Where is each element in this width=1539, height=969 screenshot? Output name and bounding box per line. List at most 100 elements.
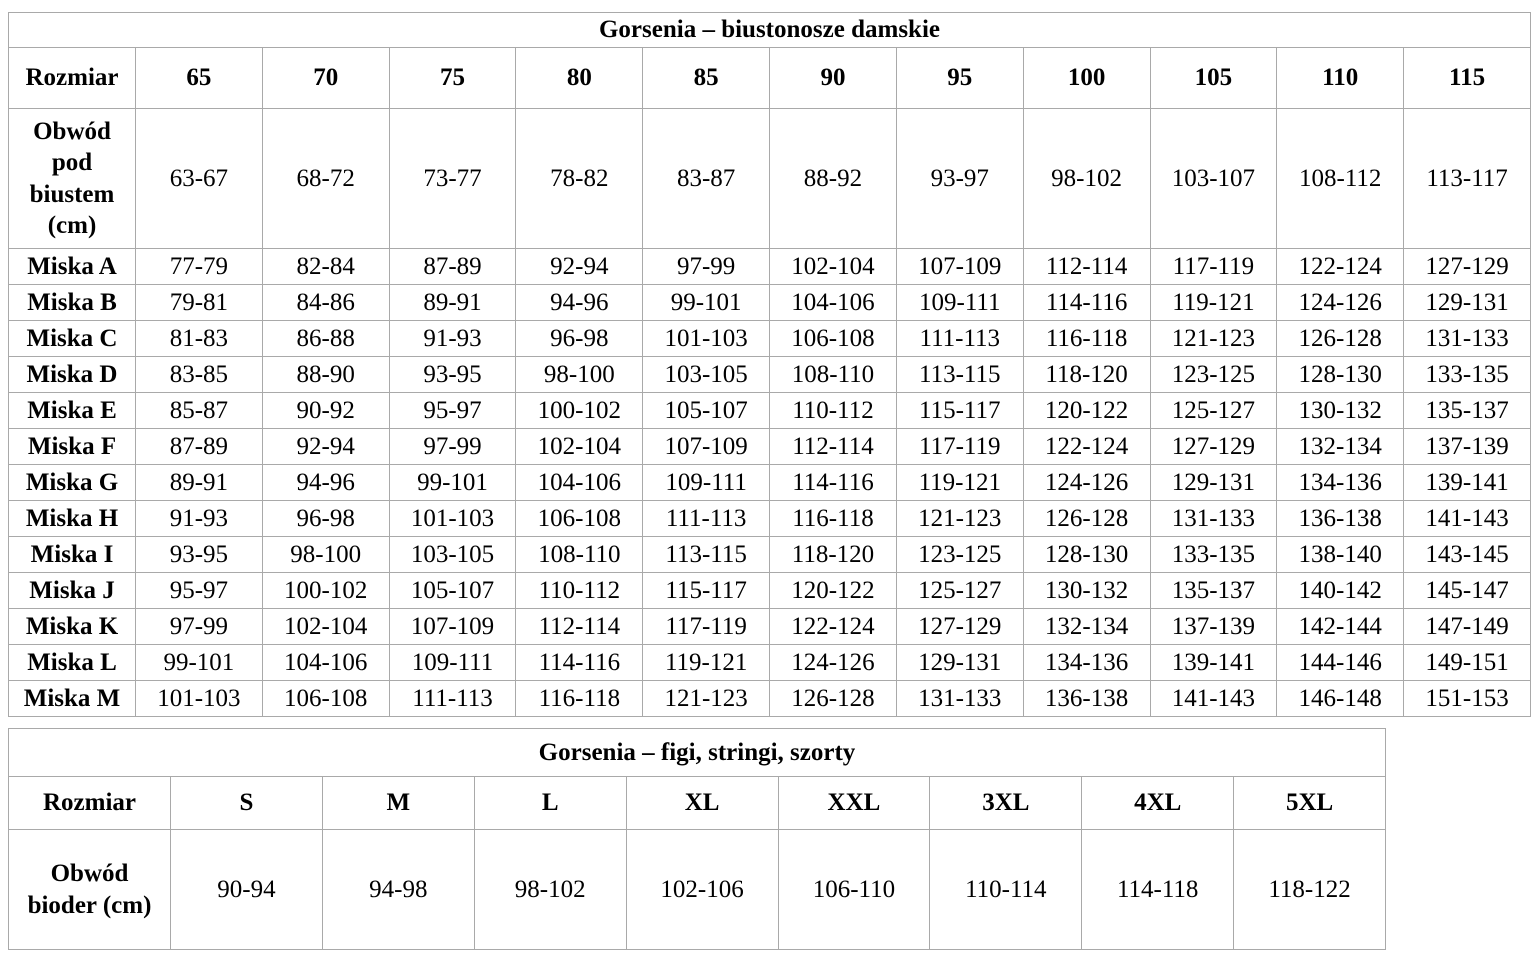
cup-range-cell: 129-131 xyxy=(1149,464,1278,501)
cup-range-cell: 95-97 xyxy=(388,392,517,429)
cup-range-cell: 151-153 xyxy=(1403,680,1531,717)
size-column-header: 65 xyxy=(135,47,263,109)
cup-range-cell: 144-146 xyxy=(1276,644,1405,681)
cup-row: Miska C 81-83 86-88 91-93 96-98 101-103 106-10… xyxy=(8,320,1531,357)
cup-range-cell: 120-122 xyxy=(769,572,897,609)
underbust-range-cell: 103-107 xyxy=(1149,108,1278,249)
underbust-range-cell: 63-67 xyxy=(135,108,263,249)
cup-range-cell: 137-139 xyxy=(1403,428,1531,465)
cup-range-cell: 85-87 xyxy=(135,392,263,429)
cup-row: Miska A 77-79 82-84 87-89 92-94 97-99 102-104 1… xyxy=(8,248,1531,285)
cup-range-cell: 79-81 xyxy=(135,284,263,321)
cup-range-cell: 83-85 xyxy=(135,356,263,393)
cup-range-cell: 141-143 xyxy=(1149,680,1278,717)
cup-range-cell: 119-121 xyxy=(1149,284,1278,321)
size-column-header: 110 xyxy=(1276,47,1405,109)
cup-range-cell: 104-106 xyxy=(261,644,390,681)
cup-range-cell: 112-114 xyxy=(769,428,897,465)
cup-row: Miska E 85-87 90-92 95-97 100-102 105-107 110-… xyxy=(8,392,1531,429)
cup-range-cell: 101-103 xyxy=(642,320,771,357)
cup-range-cell: 104-106 xyxy=(769,284,897,321)
cup-range-cell: 116-118 xyxy=(769,500,897,537)
cup-range-cell: 116-118 xyxy=(515,680,644,717)
size-column-header: 115 xyxy=(1403,47,1531,109)
cup-range-cell: 129-131 xyxy=(1403,284,1531,321)
cup-range-cell: 111-113 xyxy=(642,500,771,537)
cup-range-cell: 126-128 xyxy=(769,680,897,717)
size-column-header: XL xyxy=(625,776,779,830)
hips-range-cell: 106-110 xyxy=(777,829,931,950)
cup-row: Miska F 87-89 92-94 97-99 102-104 107-109 112-… xyxy=(8,428,1531,465)
bras-size-table: Gorsenia – biustonosze damskie Rozmiar 65 7… xyxy=(8,12,1531,717)
row-header-rozmiar: Rozmiar xyxy=(8,776,171,830)
cup-range-cell: 84-86 xyxy=(261,284,390,321)
cup-range-cell: 117-119 xyxy=(642,608,771,645)
cup-range-cell: 121-123 xyxy=(642,680,771,717)
cup-range-cell: 138-140 xyxy=(1276,536,1405,573)
cup-range-cell: 108-110 xyxy=(769,356,897,393)
cup-range-cell: 82-84 xyxy=(261,248,390,285)
cup-range-cell: 122-124 xyxy=(769,608,897,645)
cup-range-cell: 122-124 xyxy=(1022,428,1151,465)
cup-range-cell: 103-105 xyxy=(388,536,517,573)
cup-range-cell: 103-105 xyxy=(642,356,771,393)
cup-row: Miska I 93-95 98-100 103-105 108-110 113-115 1… xyxy=(8,536,1531,573)
cup-range-cell: 124-126 xyxy=(1022,464,1151,501)
cup-range-cell: 121-123 xyxy=(1149,320,1278,357)
cup-range-cell: 92-94 xyxy=(515,248,644,285)
cup-row-label: Miska A xyxy=(8,248,136,285)
cup-range-cell: 135-137 xyxy=(1149,572,1278,609)
size-column-header: 90 xyxy=(769,47,897,109)
cup-range-cell: 104-106 xyxy=(515,464,644,501)
cup-range-cell: 146-148 xyxy=(1276,680,1405,717)
underbust-row-label: Obwód pod biustem (cm) xyxy=(8,108,136,249)
cup-row-label: Miska D xyxy=(8,356,136,393)
cup-range-cell: 113-115 xyxy=(642,536,771,573)
row-header-rozmiar: Rozmiar xyxy=(8,47,136,109)
cup-range-cell: 107-109 xyxy=(642,428,771,465)
cup-range-cell: 98-100 xyxy=(261,536,390,573)
underbust-range-cell: 83-87 xyxy=(642,108,771,249)
cup-range-cell: 125-127 xyxy=(1149,392,1278,429)
cup-range-cell: 96-98 xyxy=(261,500,390,537)
cup-range-cell: 118-120 xyxy=(769,536,897,573)
cup-range-cell: 140-142 xyxy=(1276,572,1405,609)
cup-range-cell: 121-123 xyxy=(895,500,1024,537)
cup-range-cell: 143-145 xyxy=(1403,536,1531,573)
cup-row: Miska J 95-97 100-102 105-107 110-112 115-117… xyxy=(8,572,1531,609)
cup-range-cell: 87-89 xyxy=(388,248,517,285)
bras-table-title: Gorsenia – biustonosze damskie xyxy=(8,12,1531,48)
hips-range-cell: 110-114 xyxy=(929,829,1083,950)
cup-range-cell: 100-102 xyxy=(515,392,644,429)
underbust-range-cell: 108-112 xyxy=(1276,108,1405,249)
cup-range-cell: 127-129 xyxy=(895,608,1024,645)
hips-row-label: Obwód bioder (cm) xyxy=(8,829,171,950)
cup-range-cell: 107-109 xyxy=(388,608,517,645)
underbust-range-cell: 78-82 xyxy=(515,108,644,249)
cup-range-cell: 110-112 xyxy=(769,392,897,429)
cup-row-label: Miska J xyxy=(8,572,136,609)
cup-range-cell: 139-141 xyxy=(1403,464,1531,501)
cup-range-cell: 119-121 xyxy=(642,644,771,681)
hips-range-cell: 98-102 xyxy=(473,829,627,950)
cup-range-cell: 126-128 xyxy=(1022,500,1151,537)
briefs-table-title-row: Gorsenia – figi, stringi, szorty xyxy=(8,728,1386,777)
cup-range-cell: 101-103 xyxy=(388,500,517,537)
underbust-row: Obwód pod biustem (cm) 63-67 68-72 73-77 78-… xyxy=(8,108,1531,249)
cup-range-cell: 149-151 xyxy=(1403,644,1531,681)
cup-range-cell: 105-107 xyxy=(642,392,771,429)
cup-range-cell: 131-133 xyxy=(1149,500,1278,537)
cup-range-cell: 128-130 xyxy=(1276,356,1405,393)
cup-range-cell: 109-111 xyxy=(388,644,517,681)
cup-range-cell: 94-96 xyxy=(261,464,390,501)
cup-range-cell: 136-138 xyxy=(1022,680,1151,717)
cup-range-cell: 111-113 xyxy=(895,320,1024,357)
cup-range-cell: 106-108 xyxy=(515,500,644,537)
cup-row-label: Miska I xyxy=(8,536,136,573)
cup-range-cell: 114-116 xyxy=(515,644,644,681)
cup-range-cell: 92-94 xyxy=(261,428,390,465)
cup-row-label: Miska G xyxy=(8,464,136,501)
cup-range-cell: 114-116 xyxy=(769,464,897,501)
cup-range-cell: 134-136 xyxy=(1276,464,1405,501)
cup-row-label: Miska M xyxy=(8,680,136,717)
